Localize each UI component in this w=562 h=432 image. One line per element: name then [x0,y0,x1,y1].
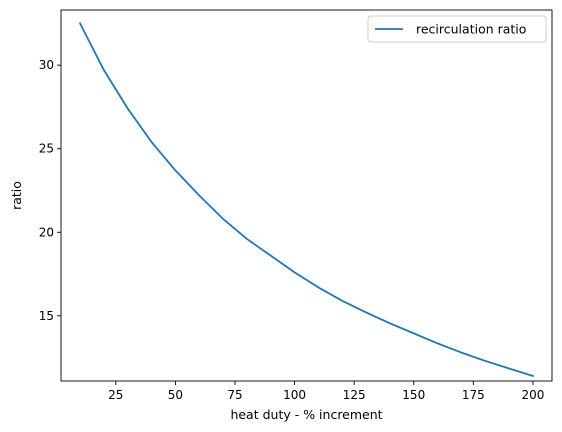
y-tick-label: 25 [39,142,54,156]
x-tick-label: 100 [283,388,306,402]
series-line-0 [78,22,535,378]
x-axis: 25 50 75 100 125 150 175 200 [108,381,544,402]
x-tick-label: 125 [343,388,366,402]
x-tick-label: 50 [168,388,183,402]
plot-area [60,9,553,382]
x-axis-label: heat duty - % increment [230,407,382,422]
legend: recirculation ratio [367,15,547,43]
x-tick-label: 200 [521,388,544,402]
legend-box [367,15,547,43]
x-tick-label: 175 [462,388,485,402]
y-tick-label: 30 [39,58,54,72]
y-axis: 15 20 25 30 [39,58,61,323]
x-tick-label: 150 [402,388,425,402]
y-tick-label: 20 [39,225,54,239]
y-axis-label: ratio [9,181,24,210]
legend-label-recirculation-ratio: recirculation ratio [416,22,526,37]
x-tick-label: 75 [227,388,242,402]
x-tick-label: 25 [108,388,123,402]
y-tick-label: 15 [39,309,54,323]
plot-frame [60,9,553,382]
